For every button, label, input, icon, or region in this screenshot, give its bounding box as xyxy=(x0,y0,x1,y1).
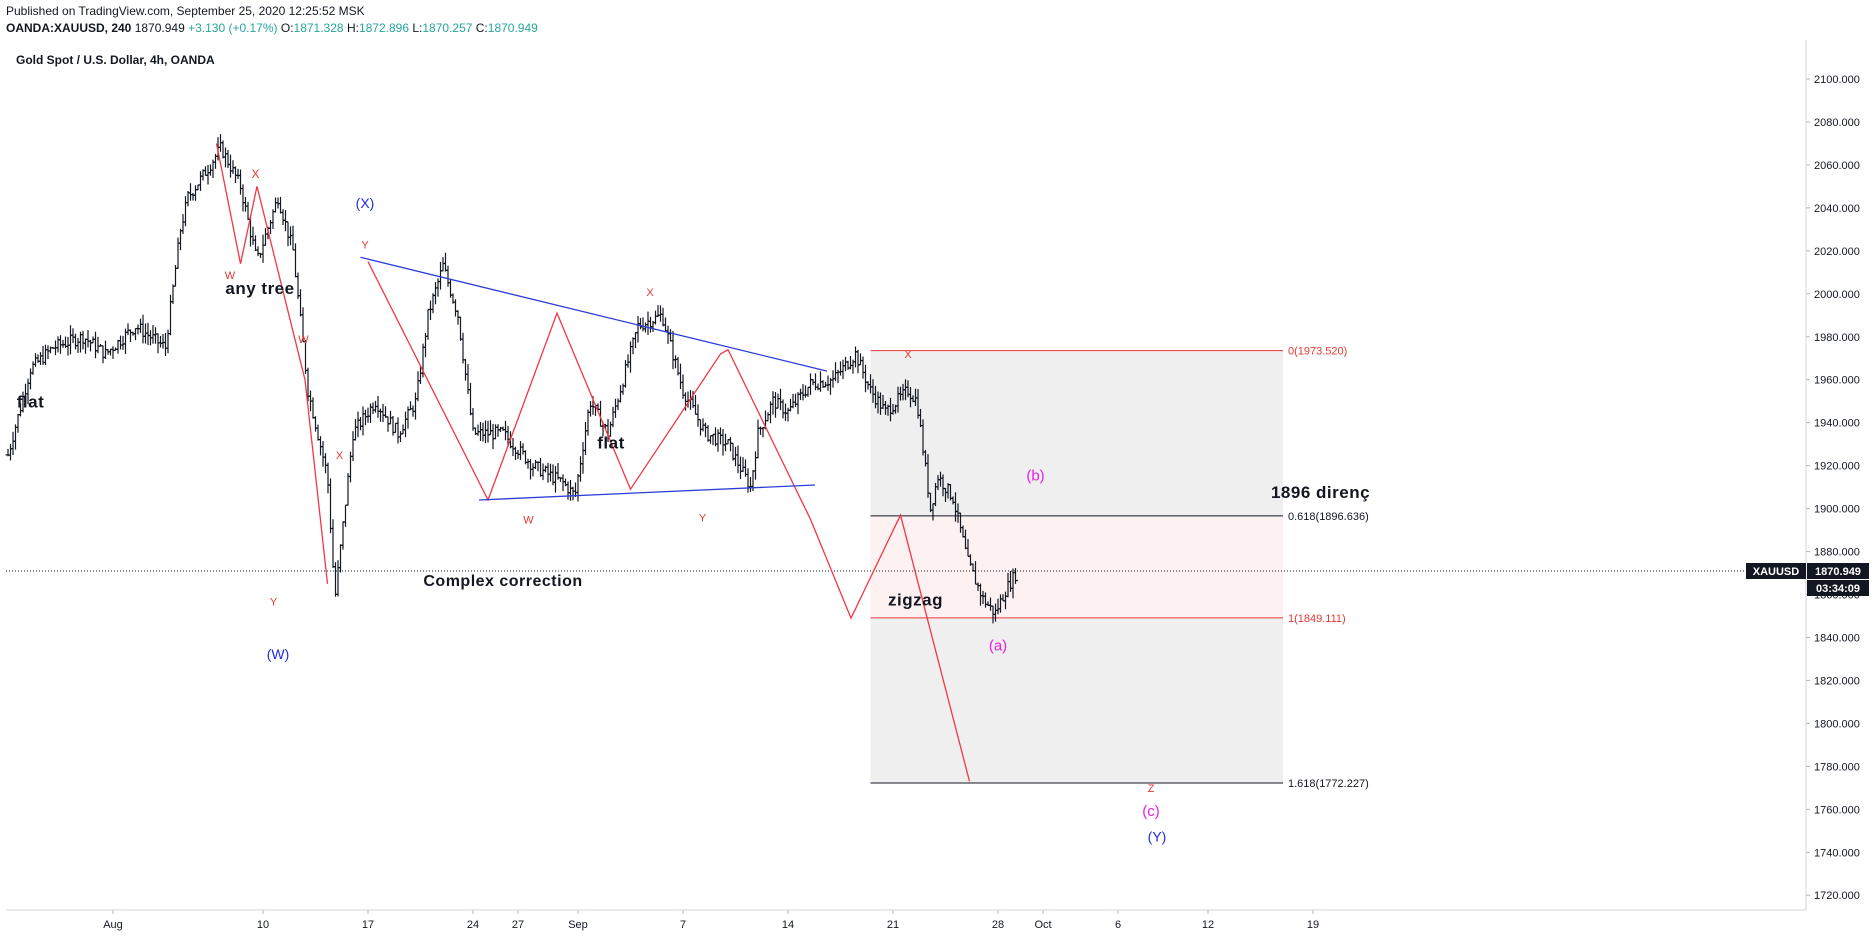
time-tick-10: Oct xyxy=(1034,919,1051,931)
price-tick-4: 2020.000 xyxy=(1814,246,1860,258)
wave-label-11: (W) xyxy=(267,646,290,662)
time-tick-8: 21 xyxy=(887,919,899,931)
wave-label-16: Y xyxy=(699,512,707,524)
time-tick-3: 24 xyxy=(467,919,479,931)
last-price-tag: 1870.949 xyxy=(1815,566,1861,578)
time-tick-4: 27 xyxy=(512,919,524,931)
low-value: 1870.257 xyxy=(422,21,473,35)
price-tick-18: 1740.000 xyxy=(1814,847,1860,859)
wave-label-13: Y xyxy=(361,240,369,252)
wave-label-12: (X) xyxy=(356,195,375,211)
fib-zone-lower xyxy=(870,617,1283,784)
high-label: H: xyxy=(346,21,359,35)
chart-axes: 2100.000 2080.000 2060.000 2040.000 2020.000… xyxy=(6,40,1869,931)
wave-label-21: (c) xyxy=(1142,803,1160,820)
wave-drawings[interactable] xyxy=(6,143,1806,782)
published-note: Published on TradingView.com, September … xyxy=(6,4,365,18)
fib-level-label-0: 0(1973.520) xyxy=(1288,346,1347,358)
price-tick-0: 2100.000 xyxy=(1814,74,1860,86)
symbol-label: OANDA:XAUUSD, 240 xyxy=(6,21,132,35)
wave-labels: flat any tree flat Complex correction zigzag… xyxy=(17,167,1370,845)
price-tick-17: 1760.000 xyxy=(1814,804,1860,816)
wave-label-15: W xyxy=(523,515,534,527)
wave-path-1 xyxy=(367,261,971,782)
low-label: L: xyxy=(412,21,423,35)
price-tick-14: 1820.000 xyxy=(1814,675,1860,687)
wave-label-4: zigzag xyxy=(888,590,943,609)
wave-label-18: (b) xyxy=(1026,468,1044,485)
time-tick-7: 14 xyxy=(782,919,794,931)
fib-level-label-3: 1.618(1772.227) xyxy=(1288,778,1369,790)
fib-zone-upper xyxy=(870,350,1283,516)
fib-level-label-2: 1(1849.111) xyxy=(1288,613,1346,625)
price-tick-3: 2040.000 xyxy=(1814,203,1860,215)
chart-title: Gold Spot / U.S. Dollar, 4h, OANDA xyxy=(16,53,215,67)
price-tick-6: 1980.000 xyxy=(1814,332,1860,344)
symbol-price-tag-bg xyxy=(1746,563,1806,580)
countdown-tag: 03:34:09 xyxy=(1816,583,1860,595)
wave-label-1: any tree xyxy=(225,279,294,298)
wave-label-19: (a) xyxy=(989,637,1007,654)
wave-path-0 xyxy=(215,143,329,584)
time-tick-5: Sep xyxy=(568,919,588,931)
wave-label-14: X xyxy=(646,287,654,299)
time-tick-1: 10 xyxy=(257,919,269,931)
close-value: 1870.949 xyxy=(487,21,538,35)
price-tick-10: 1900.000 xyxy=(1814,504,1860,516)
trend-line-0 xyxy=(360,256,828,372)
time-tick-13: 19 xyxy=(1307,919,1319,931)
symbol-price-tag: XAUUSD xyxy=(1753,566,1800,578)
trend-line-1 xyxy=(478,484,816,501)
quote-line: OANDA:XAUUSD, 240 1870.949 +3.130 (+0.17… xyxy=(6,21,538,35)
time-tick-0: Aug xyxy=(103,919,123,931)
wave-label-20: Z xyxy=(1148,783,1155,795)
time-tick-12: 12 xyxy=(1202,919,1214,931)
wave-label-9: X xyxy=(336,450,344,462)
price-tick-1: 2080.000 xyxy=(1814,117,1860,129)
last-price: 1870.949 xyxy=(134,21,185,35)
countdown-tag-bg xyxy=(1807,580,1869,597)
time-tick-9: 28 xyxy=(992,919,1004,931)
price-tick-2: 2060.000 xyxy=(1814,160,1860,172)
wave-label-17: X xyxy=(904,349,912,361)
ohlc-bars xyxy=(5,134,1018,624)
wave-label-0: flat xyxy=(17,393,45,412)
wave-label-3: Complex correction xyxy=(423,573,582,590)
wave-label-2: flat xyxy=(597,433,625,452)
open-label: O: xyxy=(280,21,294,35)
price-tick-16: 1780.000 xyxy=(1814,761,1860,773)
price-tick-15: 1800.000 xyxy=(1814,718,1860,730)
time-tick-11: 6 xyxy=(1115,919,1121,931)
price-tick-7: 1960.000 xyxy=(1814,375,1860,387)
price-tick-8: 1940.000 xyxy=(1814,418,1860,430)
price-change: +3.130 (+0.17%) xyxy=(188,21,278,35)
wave-label-22: (Y) xyxy=(1148,829,1167,845)
wave-label-6: X xyxy=(251,167,259,181)
time-tick-2: 17 xyxy=(362,919,374,931)
high-value: 1872.896 xyxy=(358,21,409,35)
price-tick-9: 1920.000 xyxy=(1814,461,1860,473)
wave-label-7: W xyxy=(225,270,236,282)
last-price-tag-bg xyxy=(1807,563,1869,580)
price-tick-13: 1840.000 xyxy=(1814,632,1860,644)
wave-label-8: W xyxy=(298,334,309,346)
fib-level-label-1: 0.618(1896.636) xyxy=(1288,511,1369,523)
price-tick-19: 1720.000 xyxy=(1814,890,1860,902)
time-tick-6: 7 xyxy=(680,919,686,931)
wave-label-5: 1896 direnç xyxy=(1271,483,1370,502)
close-label: C: xyxy=(475,21,488,35)
open-value: 1871.328 xyxy=(293,21,344,35)
price-tick-5: 2000.000 xyxy=(1814,289,1860,301)
wave-label-10: Y xyxy=(270,596,278,608)
fib-zone-middle xyxy=(870,515,1283,618)
fib-extension-tool[interactable]: 0(1973.520) 0.618(1896.636) 1(1849.111) 1.6… xyxy=(870,346,1369,790)
price-tick-11: 1880.000 xyxy=(1814,547,1860,559)
